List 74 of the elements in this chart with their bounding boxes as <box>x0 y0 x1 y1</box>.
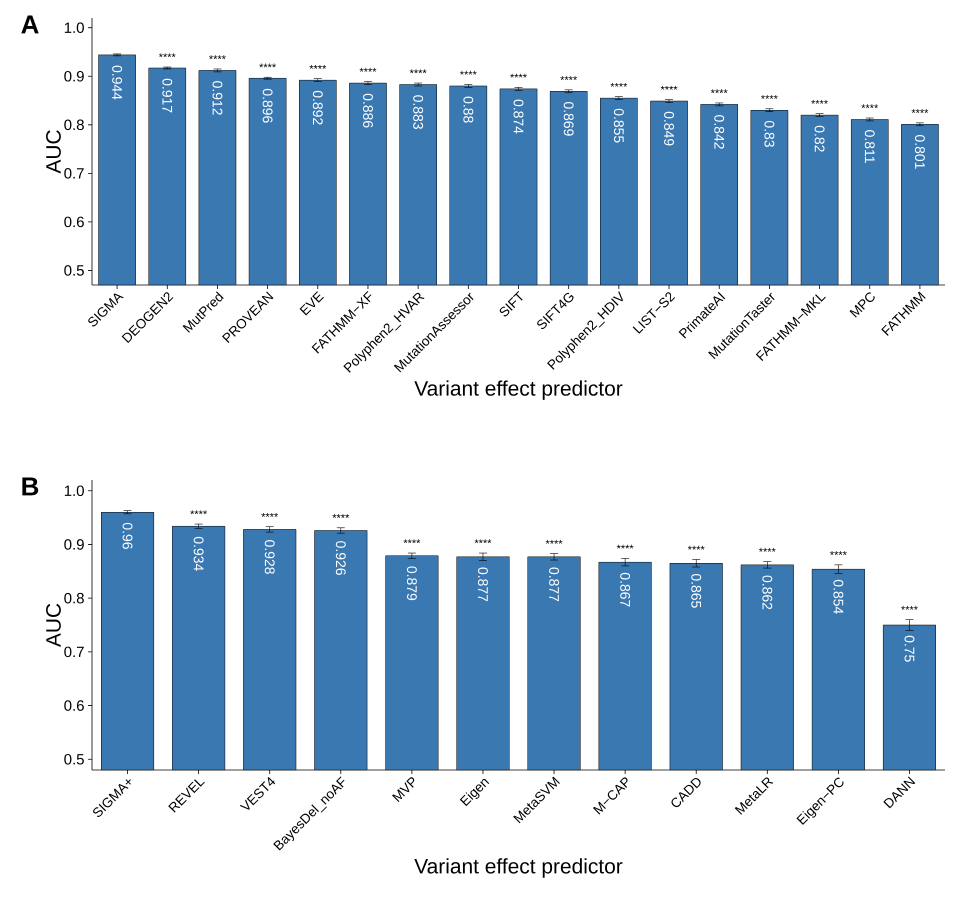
data-label: 0.75 <box>904 636 914 662</box>
data-label: 0.854 <box>833 580 844 614</box>
annotation: **** <box>259 64 276 68</box>
annotation: **** <box>560 76 578 80</box>
data-label: 0.855 <box>614 108 624 143</box>
y-tick-label: 0.5 <box>64 265 84 276</box>
y-tick-label: 0.7 <box>64 646 84 658</box>
annotation: **** <box>510 74 527 78</box>
y-axis-title: AUC <box>46 604 61 648</box>
data-label: 0.842 <box>714 115 724 149</box>
data-label: 0.917 <box>162 78 172 112</box>
x-axis-title: Variant effect predictor <box>414 380 622 400</box>
annotation: **** <box>404 539 420 544</box>
y-tick-label: 0.5 <box>64 754 84 765</box>
annotation: **** <box>209 55 226 60</box>
data-label: 0.896 <box>262 88 273 123</box>
data-label: 0.867 <box>620 572 630 607</box>
y-tick-label: 0.6 <box>64 700 84 711</box>
data-label: 0.877 <box>549 568 559 602</box>
data-label: 0.88 <box>463 96 474 123</box>
data-label: 0.928 <box>264 540 275 574</box>
chart-title: A <box>21 16 39 34</box>
annotation: **** <box>546 540 562 544</box>
y-tick-label: 0.6 <box>64 216 84 228</box>
data-label: 0.879 <box>406 566 417 600</box>
annotation: **** <box>309 64 326 69</box>
data-label: 0.96 <box>122 522 132 549</box>
data-label: 0.934 <box>194 536 204 571</box>
y-tick-label: 0.9 <box>64 539 84 550</box>
y-tick-label: 1.0 <box>64 22 84 33</box>
y-tick-label: 0.8 <box>64 120 84 130</box>
data-label: 0.944 <box>112 66 122 100</box>
data-label: 0.83 <box>764 120 774 147</box>
annotation: **** <box>861 104 878 108</box>
data-label: 0.874 <box>514 100 524 134</box>
annotation: **** <box>158 53 176 58</box>
annotation: **** <box>332 514 350 518</box>
annotation: **** <box>660 86 678 90</box>
data-label: 0.877 <box>478 568 488 602</box>
data-label: 0.862 <box>762 576 772 610</box>
y-tick-label: 1.0 <box>64 485 84 496</box>
y-tick-label: 0.9 <box>64 70 84 82</box>
annotation: **** <box>912 109 928 113</box>
y-axis-title: AUC <box>46 130 61 174</box>
data-label: 0.865 <box>691 574 702 608</box>
data-label: 0.869 <box>564 102 574 136</box>
annotation: **** <box>830 551 847 555</box>
chart-title: B <box>22 478 38 496</box>
data-label: 0.811 <box>864 130 875 163</box>
annotation: **** <box>610 82 628 87</box>
data-label: 0.912 <box>212 81 222 115</box>
y-tick-label: 0.8 <box>64 592 84 604</box>
data-label: 0.926 <box>336 541 346 575</box>
data-label: 0.82 <box>814 126 825 152</box>
annotation: **** <box>811 100 828 104</box>
annotation: **** <box>474 539 492 544</box>
annotation: **** <box>261 513 278 517</box>
annotation: **** <box>761 95 778 99</box>
annotation: **** <box>616 544 634 549</box>
x-axis-title: Variant effect predictor <box>414 858 622 878</box>
data-label: 0.801 <box>914 135 925 169</box>
data-label: 0.849 <box>664 112 674 146</box>
annotation: **** <box>758 548 776 552</box>
annotation: **** <box>710 89 728 94</box>
data-label: 0.892 <box>312 90 323 125</box>
annotation: **** <box>460 70 477 75</box>
annotation: **** <box>190 510 207 514</box>
annotation: **** <box>688 546 705 550</box>
annotation: **** <box>410 69 427 74</box>
data-label: 0.886 <box>363 94 373 128</box>
annotation: **** <box>360 68 376 72</box>
y-tick-label: 0.7 <box>64 168 84 179</box>
annotation: **** <box>901 606 918 610</box>
data-label: 0.883 <box>413 95 424 129</box>
